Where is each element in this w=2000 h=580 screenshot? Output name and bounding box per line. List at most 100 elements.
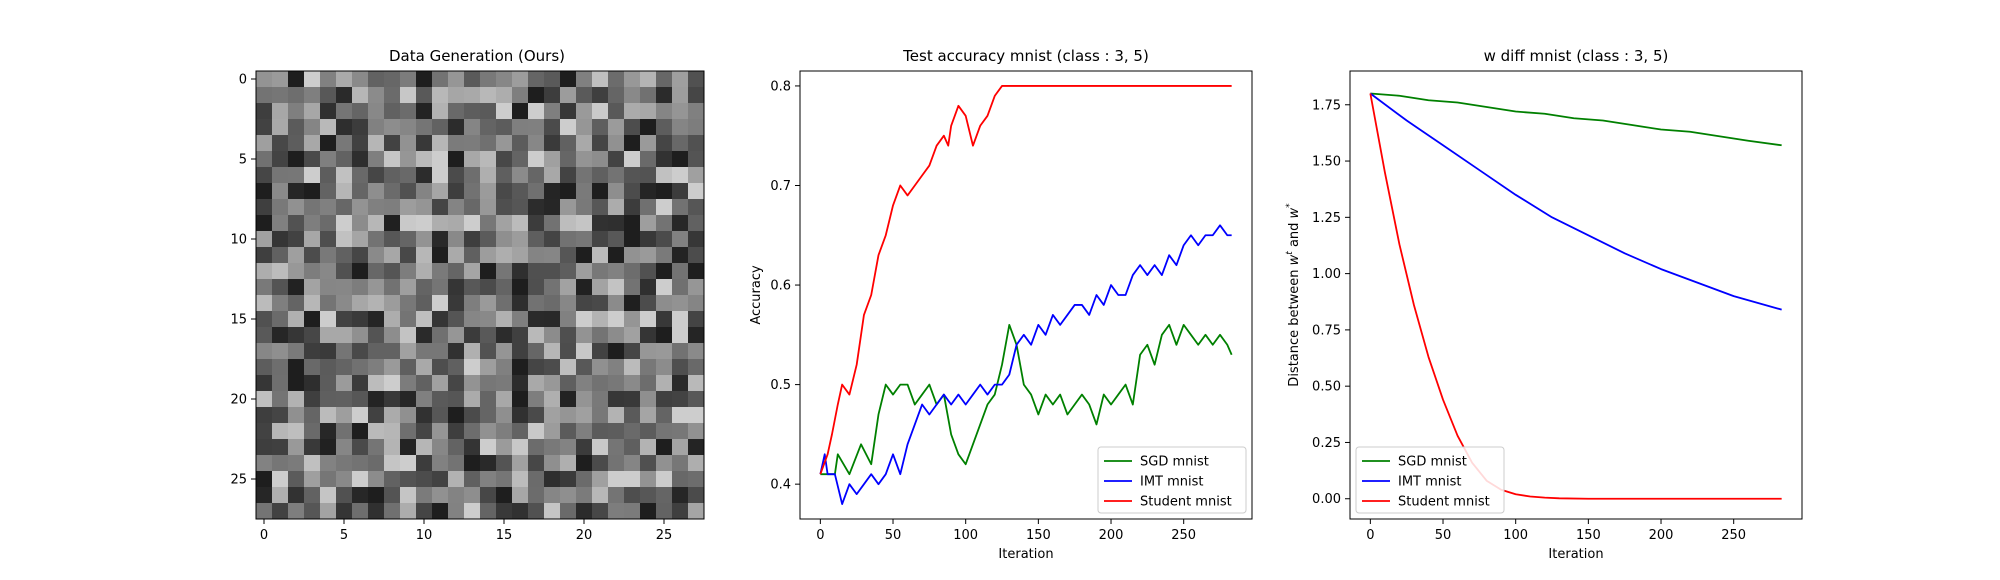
heatmap-cell <box>496 183 513 200</box>
heatmap-cell <box>384 439 401 456</box>
heatmap-cell <box>544 135 561 152</box>
heatmap-y-ticks: 0 5 10 15 20 25 <box>230 73 256 488</box>
heatmap-cell <box>304 183 321 200</box>
heatmap-cell <box>592 119 609 136</box>
heatmap-cell <box>256 423 273 440</box>
x-tick-label: 150 <box>1026 528 1051 543</box>
heatmap-cell <box>496 439 513 456</box>
heatmap-cell <box>320 391 337 408</box>
heatmap-cell <box>384 471 401 488</box>
heatmap-cell <box>304 263 321 280</box>
heatmap-cell <box>608 375 625 392</box>
heatmap-cell <box>688 455 705 472</box>
accuracy-y-ticks: 0.4 0.5 0.6 0.7 0.8 <box>770 79 800 493</box>
heatmap-cell <box>432 71 449 88</box>
heatmap-cell <box>384 295 401 312</box>
heatmap-cell <box>544 103 561 120</box>
heatmap-cell <box>688 311 705 328</box>
heatmap-cell <box>592 215 609 232</box>
heatmap-cell <box>352 247 369 264</box>
heatmap-cell <box>416 183 433 200</box>
heatmap-cell <box>528 343 545 360</box>
heatmap-cell <box>272 423 289 440</box>
heatmap-cell <box>608 199 625 216</box>
heatmap-cell <box>656 231 673 248</box>
heatmap-cell <box>304 311 321 328</box>
heatmap-cell <box>560 407 577 424</box>
heatmap-cell <box>448 311 465 328</box>
heatmap-cell <box>416 439 433 456</box>
heatmap-cell <box>512 423 529 440</box>
heatmap-cell <box>256 471 273 488</box>
y-tick-label: 0.8 <box>770 79 791 94</box>
heatmap-cell <box>656 455 673 472</box>
heatmap-cell <box>368 215 385 232</box>
heatmap-cell <box>368 263 385 280</box>
heatmap-cell <box>352 423 369 440</box>
heatmap-cell <box>384 279 401 296</box>
heatmap-cell <box>672 327 689 344</box>
heatmap-cell <box>624 103 641 120</box>
heatmap-cell <box>368 327 385 344</box>
heatmap-cell <box>288 471 305 488</box>
heatmap-cell <box>400 439 417 456</box>
heatmap-cell <box>336 71 353 88</box>
heatmap-cell <box>624 199 641 216</box>
accuracy-panel: Test accuracy mnist (class : 3, 5) 0 50 10… <box>749 47 1253 562</box>
heatmap-cell <box>336 391 353 408</box>
heatmap-cell <box>336 135 353 152</box>
heatmap-cell <box>432 151 449 168</box>
heatmap-cell <box>288 183 305 200</box>
heatmap-cell <box>624 439 641 456</box>
heatmap-cell <box>560 455 577 472</box>
heatmap-cell <box>656 71 673 88</box>
heatmap-cell <box>304 407 321 424</box>
heatmap-cell <box>336 503 353 520</box>
heatmap-cell <box>544 247 561 264</box>
heatmap-cell <box>560 503 577 520</box>
heatmap-cell <box>256 407 273 424</box>
heatmap-cell <box>352 199 369 216</box>
heatmap-cell <box>576 471 593 488</box>
heatmap-frame <box>255 70 705 520</box>
heatmap-cell <box>272 343 289 360</box>
heatmap-cell <box>336 247 353 264</box>
heatmap-cell <box>576 103 593 120</box>
heatmap-cell <box>256 311 273 328</box>
heatmap-cell <box>496 375 513 392</box>
heatmap-cell <box>256 263 273 280</box>
heatmap-cell <box>400 103 417 120</box>
heatmap-cell <box>480 327 497 344</box>
heatmap-cell <box>624 455 641 472</box>
heatmap-cell <box>288 247 305 264</box>
heatmap-cell <box>464 343 481 360</box>
heatmap-cell <box>608 407 625 424</box>
heatmap-cell <box>304 279 321 296</box>
y-tick-label: 1.00 <box>1312 267 1341 282</box>
heatmap-cell <box>592 167 609 184</box>
heatmap-cell <box>352 279 369 296</box>
heatmap-cell <box>464 295 481 312</box>
heatmap-cell <box>608 135 625 152</box>
heatmap-cell <box>448 71 465 88</box>
heatmap-cell <box>592 503 609 520</box>
heatmap-cell <box>304 167 321 184</box>
heatmap-cell <box>544 471 561 488</box>
heatmap-cell <box>544 231 561 248</box>
heatmap-cell <box>304 423 321 440</box>
heatmap-cell <box>448 295 465 312</box>
heatmap-cell <box>592 407 609 424</box>
heatmap-cell <box>688 231 705 248</box>
heatmap-cell <box>688 151 705 168</box>
heatmap-cell <box>528 199 545 216</box>
heatmap-cell <box>448 183 465 200</box>
heatmap-x-tick-label: 25 <box>656 528 673 543</box>
heatmap-cell <box>624 343 641 360</box>
heatmap-cell <box>576 423 593 440</box>
heatmap-cell <box>576 87 593 104</box>
heatmap-cell <box>288 215 305 232</box>
heatmap-cell <box>272 183 289 200</box>
heatmap-cell <box>416 167 433 184</box>
y-tick-label: 0.4 <box>770 478 791 493</box>
heatmap-cell <box>272 375 289 392</box>
